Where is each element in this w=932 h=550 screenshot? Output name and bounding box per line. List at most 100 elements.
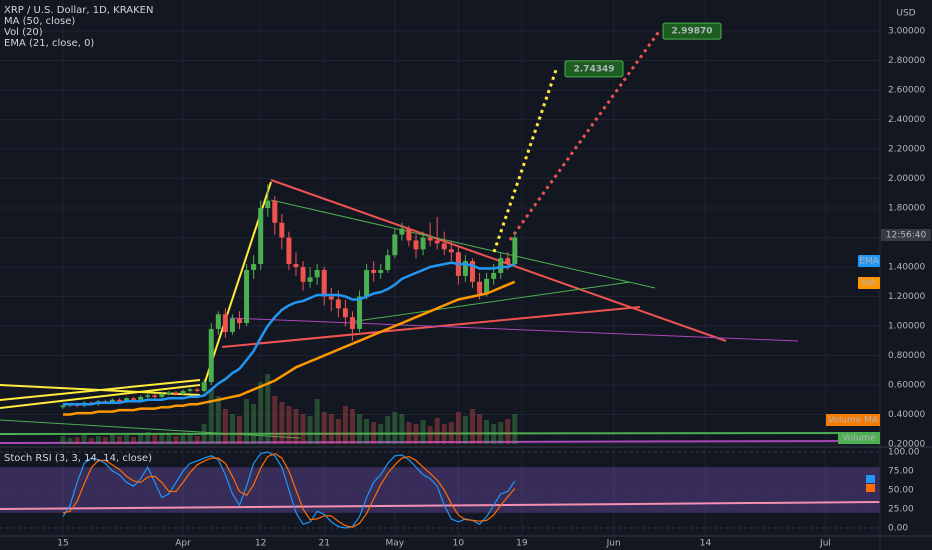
candle-body — [272, 200, 278, 223]
y-tick-label: 2.80000 — [888, 56, 925, 66]
volume-bar — [321, 412, 327, 444]
indicator-legend: Vol (20) — [4, 27, 43, 38]
candle-body — [357, 296, 363, 329]
volume-bar — [109, 434, 115, 444]
candle-body — [349, 317, 355, 329]
trend-line — [229, 317, 799, 342]
target-label: 2.74349 — [574, 64, 615, 74]
candle-body — [477, 281, 483, 294]
drawings — [0, 29, 881, 510]
volume-bar — [462, 416, 468, 444]
stoch-tag-box — [866, 475, 875, 483]
volume-tag: Volume — [842, 434, 876, 444]
stoch-tick-label: 75.00 — [888, 467, 914, 477]
volume-bar — [208, 389, 214, 444]
volume-bar — [244, 399, 250, 444]
y-tick-label: 1.20000 — [888, 292, 925, 302]
volume-bar — [335, 419, 341, 444]
y-tick-label: 1.80000 — [888, 204, 925, 214]
volume-bar — [314, 399, 320, 444]
candle-body — [427, 237, 433, 241]
candle-body — [116, 399, 122, 402]
indicator-legend: EMA (21, close, 0) — [4, 38, 94, 49]
marks: 2.74349 2.99870 — [60, 22, 722, 529]
stoch-tick-label: 50.00 — [888, 486, 914, 496]
candle-body — [307, 277, 313, 282]
candle-body — [187, 389, 193, 391]
volume-tag-box — [838, 432, 880, 444]
volume-bar — [159, 433, 165, 444]
candle-body — [279, 222, 285, 238]
volume-bar — [427, 426, 433, 444]
candle-body — [201, 382, 207, 391]
volume-bar — [300, 414, 306, 444]
trend-line — [0, 419, 301, 439]
candle-body — [484, 278, 490, 294]
series-tag: MA — [862, 279, 877, 289]
volume-bar — [60, 436, 66, 444]
volume-bar — [229, 414, 235, 444]
volume-bar — [67, 438, 73, 444]
candle-body — [335, 299, 341, 309]
candle-body — [420, 237, 426, 250]
trend-line — [0, 379, 201, 401]
candle-body — [392, 234, 398, 256]
candle-body — [371, 269, 377, 273]
candle-body — [328, 296, 334, 300]
candle-body — [505, 258, 511, 265]
candle-body — [300, 267, 306, 282]
trend-line — [270, 199, 656, 289]
candle-body — [251, 264, 257, 270]
volume-bar — [505, 419, 511, 444]
candle-body — [60, 405, 66, 408]
y-tick-label: 2.40000 — [888, 115, 925, 125]
candle-body — [399, 228, 405, 235]
stoch-tag-box — [866, 484, 875, 492]
trend-line — [0, 432, 881, 435]
candle-body — [159, 393, 165, 397]
indicator-line — [63, 261, 516, 406]
volume-bar — [406, 422, 412, 444]
candle-body — [498, 258, 504, 273]
volume-bar — [187, 434, 193, 444]
candle-body — [385, 255, 391, 270]
trend-line — [0, 440, 881, 444]
candle-body — [406, 228, 412, 241]
trend-line — [0, 384, 201, 409]
volume-bar — [477, 414, 483, 444]
x-tick-label: Jul — [819, 539, 831, 549]
candle-body — [258, 208, 264, 265]
axes: 0.20000 0.40000 0.60000 0.80000 1.00000 1.200… — [57, 26, 925, 548]
volume-bar — [434, 418, 440, 444]
y-tick-label: 0.60000 — [888, 381, 925, 391]
volume-bar — [469, 409, 475, 444]
candle-body — [434, 240, 440, 244]
x-tick-label: Jun — [606, 539, 621, 549]
y-tick-label: 2.00000 — [888, 174, 925, 184]
price-scale — [880, 0, 932, 550]
y-tick-label: 2.60000 — [888, 85, 925, 95]
volume-bar — [371, 422, 377, 444]
volume-bar — [498, 422, 504, 444]
y-tick-label: 0.40000 — [888, 410, 925, 420]
volume-bar — [102, 437, 108, 444]
candle-body — [448, 249, 454, 253]
candle-body — [229, 318, 235, 332]
y-tick-label: 0.80000 — [888, 351, 925, 361]
volume-bar — [124, 435, 130, 444]
volume-bar — [392, 412, 398, 444]
volume-bar — [484, 420, 490, 444]
y-tick-label: 2.20000 — [888, 145, 925, 155]
symbol-title: XRP / U.S. Dollar, 1D, KRAKEN — [4, 5, 153, 16]
volume-bar — [173, 436, 179, 444]
volume-bar — [385, 416, 391, 444]
trend-line — [0, 501, 881, 510]
volume-bar — [180, 435, 186, 444]
candle-body — [293, 264, 299, 268]
candle-body — [145, 395, 151, 397]
x-tick-label: Apr — [175, 539, 191, 549]
stoch-tick-label: 0.00 — [888, 524, 908, 534]
indicator-legend: MA (50, close) — [4, 16, 75, 27]
volume-tag: Volume MA — [828, 416, 879, 426]
candle-body — [109, 399, 115, 403]
